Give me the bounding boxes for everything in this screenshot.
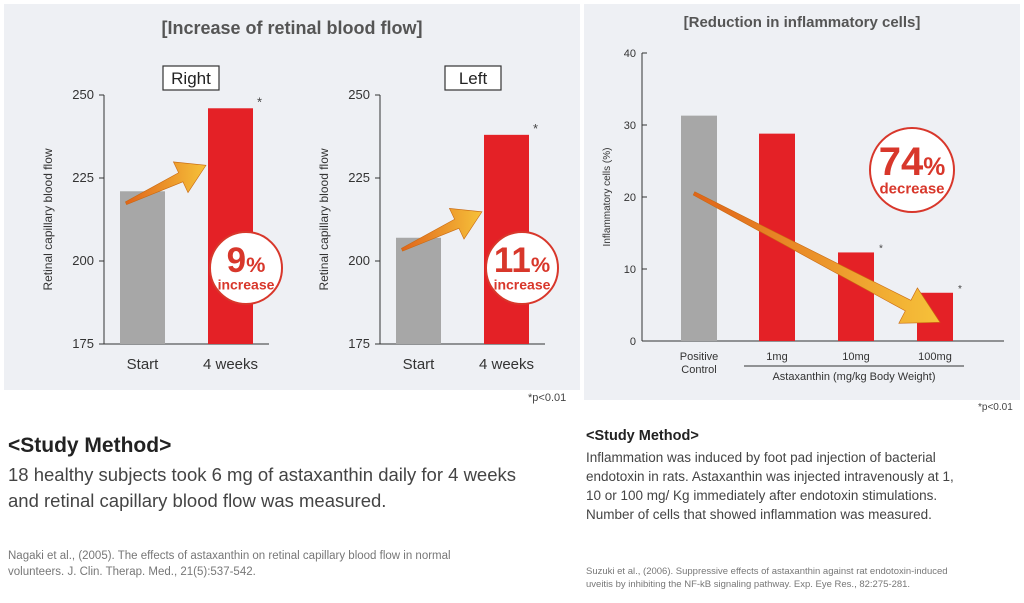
badge-unit: % [531,252,550,277]
right-method-line: 10 or 100 mg/ Kg immediately after endot… [586,488,938,503]
bar-positive-control [681,115,717,341]
right-significance-note: *p<0.01 [978,402,1013,413]
left-significance-note: *p<0.01 [528,392,567,404]
percent-increase-badge: 9%increase [209,231,283,305]
y-tick-label: 175 [72,336,94,351]
x-tick-label: 4 weeks [203,356,258,373]
increase-arrow [125,161,207,205]
left-eye-chart: Left Retinal capillary blood flow 175 200 22… [317,65,559,373]
badge-circle [209,231,283,305]
x-axis-label: Astaxanthin (mg/kg Body Weight) [772,371,935,383]
x-tick-label: 10mg [842,351,870,363]
significance-star: * [257,94,262,109]
percent-decrease-badge: 74%decrease [869,127,955,213]
x-tick-label: Positive [680,351,719,363]
right-eye-chart: Right Retinal capillary blood flow 175 200 2… [41,65,283,373]
y-tick-label: 10 [624,264,636,276]
y-tick-label: 0 [630,336,636,348]
y-tick-label: 20 [624,192,636,204]
y-axis-label: Retinal capillary blood flow [41,148,55,290]
right-method-line: Number of cells that showed inflammation… [586,507,932,522]
bar-start [120,191,165,344]
y-axis-label: Inflammatory cells (%) [602,148,613,247]
bar-4-weeks [208,108,253,344]
chart-subtitle: Right [171,69,211,88]
inflammation-panel-title: [Reduction in inflammatory cells] [683,14,921,31]
badge-percent-value: 74% [879,140,946,184]
bar-start [396,237,441,344]
badge-percent-value: 11% [494,241,550,280]
left-citation-line: Nagaki et al., (2005). The effects of as… [8,550,451,562]
right-citation-line: uveitis by inhibiting the NF-kB signalin… [586,579,911,590]
right-citation-line: Suzuki et al., (2006). Suppressive effec… [586,566,948,577]
y-tick-label: 225 [72,170,94,185]
badge-percent-value: 9% [227,241,266,280]
badge-number: 74 [879,140,924,184]
x-tick-label: 100mg [918,351,952,363]
increase-arrow [401,208,483,252]
y-axis-label: Retinal capillary blood flow [317,148,331,290]
retinal-blood-flow-panel: [Increase of retinal blood flow] Right Re… [4,4,580,390]
badge-label: increase [494,277,551,293]
badge-circle [485,231,559,305]
subtitle-box [162,65,220,91]
left-study-method-heading: <Study Method> [8,434,172,457]
bar-10mg [838,252,874,341]
inflammatory-cells-chart: Inflammatory cells (%) 0 10 20 30 40 PositiveC… [602,48,1004,383]
y-tick-label: 200 [348,253,370,268]
retinal-panel-title: [Increase of retinal blood flow] [161,18,423,38]
badge-circle [869,127,955,213]
left-study-method-text: 18 healthy subjects took 6 mg of astaxan… [8,462,578,514]
y-tick-label: 250 [348,87,370,102]
x-tick-label: 4 weeks [479,356,534,373]
badge-number: 11 [494,241,531,280]
right-citation: Suzuki et al., (2006). Suppressive effec… [586,565,1020,591]
right-study-method-heading: <Study Method> [586,428,699,444]
significance-star: * [533,121,538,136]
x-tick-label: Start [127,356,160,373]
percent-increase-badge: 11%increase [485,231,559,305]
badge-label: increase [218,277,275,293]
y-tick-label: 200 [72,253,94,268]
y-tick-label: 175 [348,336,370,351]
right-method-line: Inflammation was induced by foot pad inj… [586,450,936,465]
badge-unit: % [923,154,945,181]
right-method-line: endotoxin in rats. Astaxanthin was injec… [586,469,954,484]
badge-number: 9 [227,241,246,280]
significance-star: * [958,284,962,295]
y-tick-label: 30 [624,120,636,132]
chart-subtitle: Left [459,69,488,88]
badge-unit: % [246,252,265,277]
x-tick-label: 1mg [766,351,787,363]
inflammatory-cells-panel: [Reduction in inflammatory cells] Inflam… [584,4,1020,400]
left-method-line: 18 healthy subjects took 6 mg of astaxan… [8,464,517,485]
x-tick-label: Start [403,356,436,373]
x-tick-label: Control [681,364,716,376]
right-study-method-text: Inflammation was induced by foot pad inj… [586,448,1016,524]
badge-label: decrease [879,181,944,198]
y-tick-label: 40 [624,48,636,60]
left-citation: Nagaki et al., (2005). The effects of as… [8,548,578,580]
y-tick-label: 250 [72,87,94,102]
decrease-arrow [692,191,941,324]
y-tick-label: 225 [348,170,370,185]
left-method-line: and retinal capillary blood flow was mea… [8,490,387,511]
significance-star: * [879,243,883,254]
subtitle-box [444,65,502,91]
left-citation-line: volunteers. J. Clin. Therap. Med., 21(5)… [8,566,256,578]
